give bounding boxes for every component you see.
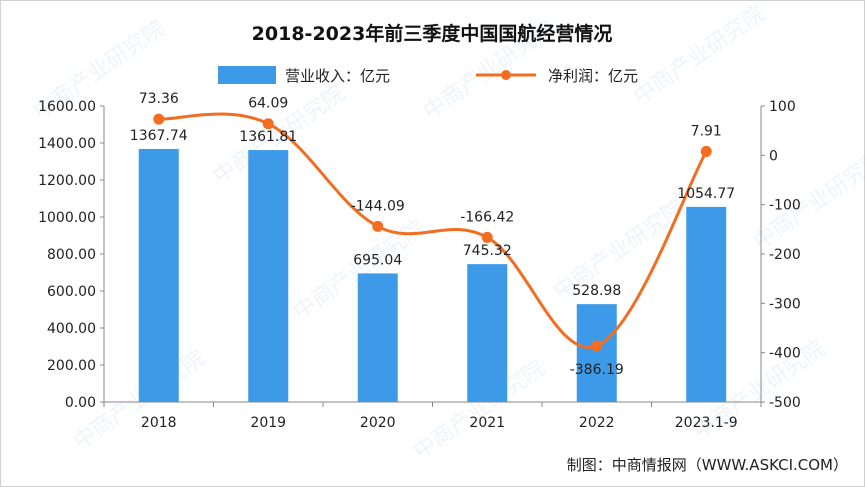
legend-line-label: 净利润：亿元 (548, 67, 638, 85)
chart-title: 2018-2023年前三季度中国国航经营情况 (252, 22, 613, 45)
bar-value-label: 1367.74 (130, 128, 188, 144)
line-value-label: -144.09 (351, 198, 405, 214)
right-tick-label: -400 (769, 346, 801, 362)
right-tick-label: 0 (769, 148, 778, 164)
right-tick-label: -100 (769, 198, 801, 214)
x-tick-label: 2020 (360, 415, 396, 431)
x-tick-label: 2019 (250, 415, 286, 431)
bar-2021 (467, 264, 508, 402)
left-tick-label: 200.00 (47, 358, 96, 374)
bar-2020 (357, 273, 398, 402)
bar-value-label: 1054.77 (677, 186, 735, 202)
left-tick-label: 600.00 (47, 284, 96, 300)
legend-line-marker (501, 70, 511, 80)
right-tick-label: -200 (769, 247, 801, 263)
axes: 0.00 200.00 400.00 600.00 800.00 1000.00 1200.… (38, 99, 801, 431)
legend-bar-swatch (218, 66, 276, 84)
x-tick-label: 2021 (469, 415, 505, 431)
legend: 营业收入：亿元 净利润：亿元 (218, 66, 638, 85)
line-value-label: -166.42 (460, 209, 514, 225)
line-point-2020 (372, 220, 384, 232)
left-tick-label: 1600.00 (38, 99, 96, 115)
bar-2018 (138, 148, 179, 402)
bar-value-label: 695.04 (353, 252, 402, 268)
right-tick-label: 100 (769, 99, 796, 115)
bar-value-label: 528.98 (572, 283, 621, 299)
legend-bar-label: 营业收入：亿元 (285, 67, 390, 85)
left-tick-label: 1200.00 (38, 173, 96, 189)
line-value-label: 64.09 (248, 96, 288, 112)
left-tick-label: 0.00 (65, 395, 96, 411)
left-tick-label: 1000.00 (38, 210, 96, 226)
left-tick-label: 1400.00 (38, 136, 96, 152)
line-point-2018 (153, 113, 165, 125)
left-tick-label: 400.00 (47, 321, 96, 337)
line-point-2021 (481, 231, 493, 243)
bar-2022 (576, 304, 617, 402)
left-tick-label: 800.00 (47, 247, 96, 263)
bar-2019 (248, 150, 289, 402)
x-tick-label: 2018 (141, 415, 177, 431)
right-tick-label: -300 (769, 296, 801, 312)
line-point-2019 (262, 118, 274, 130)
bar-value-label: 745.32 (463, 243, 512, 259)
line-point-2023.1-9 (700, 145, 712, 157)
bars (138, 148, 727, 402)
bar-2023.1-9 (686, 206, 727, 402)
line-value-label: -386.19 (570, 362, 624, 378)
line-value-label: 73.36 (139, 91, 179, 107)
line-value-label: 7.91 (691, 123, 722, 139)
x-tick-label: 2023.1-9 (675, 415, 738, 431)
right-tick-label: -500 (769, 395, 801, 411)
source-note: 制图：中商情报网（WWW.ASKCI.COM） (567, 456, 848, 474)
data-labels: 1367.74 1361.81 695.04 745.32 528.98 1054.77 7… (130, 91, 735, 378)
bar-value-label: 1361.81 (239, 129, 297, 145)
line-point-2022 (591, 340, 603, 352)
line-series (153, 112, 712, 352)
x-tick-label: 2022 (579, 415, 615, 431)
